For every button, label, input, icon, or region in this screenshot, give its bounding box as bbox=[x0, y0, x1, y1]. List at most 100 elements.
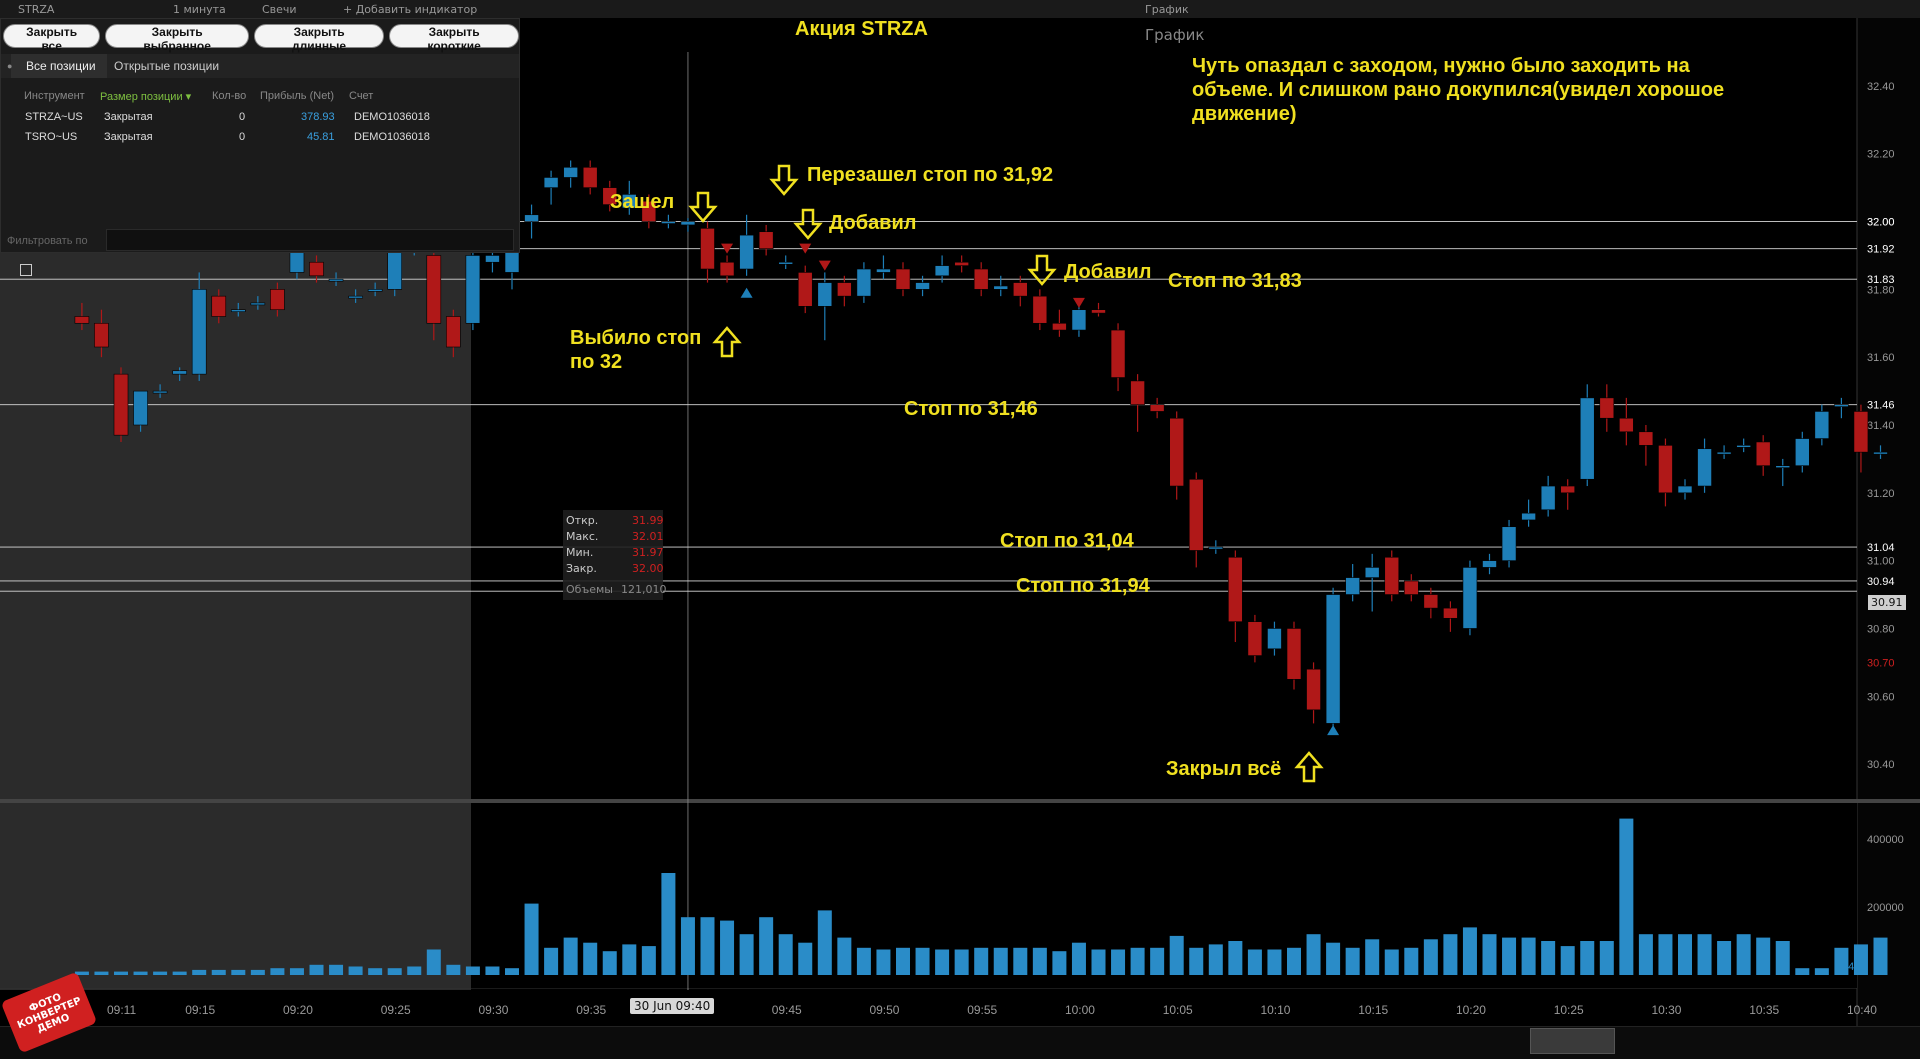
candle-body bbox=[1130, 380, 1145, 405]
candle-body bbox=[524, 214, 539, 222]
volume-bar bbox=[1247, 949, 1262, 975]
ohlc-tooltip: Откр. 31.99 Макс. 32.01 Мин. 31.97 Закр.… bbox=[563, 510, 667, 600]
candle-body bbox=[1071, 309, 1087, 331]
candle-body bbox=[1384, 556, 1400, 595]
candle-body bbox=[465, 255, 481, 324]
ohlc-open-value: 31.99 bbox=[632, 514, 664, 527]
annotation-stopped-out: Выбило стоп по 32 bbox=[570, 327, 702, 373]
time-tick-label: 10:00 bbox=[1065, 1003, 1095, 1017]
row-instrument: TSRO~US bbox=[25, 131, 78, 143]
level-label: 30.94 bbox=[1867, 576, 1895, 588]
candle-body bbox=[1169, 417, 1184, 487]
col-account[interactable]: Счет bbox=[349, 90, 374, 102]
volume-bar bbox=[309, 964, 324, 975]
chart-scrollbar[interactable] bbox=[0, 1026, 1920, 1059]
candle-body bbox=[152, 390, 168, 394]
annotation-stop-3104: Стоп по 31,04 bbox=[1000, 530, 1134, 552]
volume-bar bbox=[602, 951, 617, 975]
candle-body bbox=[1540, 485, 1556, 511]
candle-body bbox=[1208, 546, 1224, 550]
volume-bar bbox=[505, 968, 519, 975]
panel-pin-icon[interactable]: ● bbox=[7, 61, 13, 71]
row-status: Закрытая bbox=[104, 131, 153, 143]
tab-open-positions[interactable]: Открытые позиции bbox=[114, 59, 220, 73]
volume-bar bbox=[1443, 934, 1458, 975]
volume-bar bbox=[465, 966, 480, 975]
time-tick-label: 09:30 bbox=[478, 1003, 508, 1017]
candle-body bbox=[973, 268, 989, 290]
volume-bar bbox=[954, 949, 969, 975]
candle-body bbox=[1482, 560, 1497, 568]
add-indicator-button[interactable]: + Добавить индикатор bbox=[343, 3, 478, 16]
scrollbar-thumb[interactable] bbox=[1530, 1028, 1615, 1054]
chart-style-selector[interactable]: Свечи bbox=[262, 3, 297, 16]
volume-pre-market-shade bbox=[0, 803, 471, 988]
close-long-button[interactable]: Закрыть длинные bbox=[253, 24, 385, 53]
time-tick-label: 10:05 bbox=[1163, 1003, 1193, 1017]
candle-body bbox=[1188, 478, 1204, 551]
symbol-selector[interactable]: STRZA bbox=[18, 3, 55, 16]
volume-bar bbox=[1873, 937, 1888, 975]
candle-body bbox=[1423, 594, 1439, 609]
tab-all-positions[interactable]: Все позиции bbox=[11, 54, 107, 78]
volume-bar bbox=[1228, 941, 1243, 975]
volume-bar bbox=[1756, 937, 1771, 975]
volume-bar bbox=[1091, 949, 1106, 975]
candle-body bbox=[270, 289, 285, 311]
candle-body bbox=[211, 295, 227, 317]
ohlc-close-value: 32.00 bbox=[632, 562, 664, 575]
candle-body bbox=[250, 302, 266, 306]
filter-input[interactable] bbox=[106, 229, 514, 251]
volume-bar bbox=[1384, 949, 1399, 975]
volume-bar bbox=[172, 971, 187, 975]
candle-body bbox=[934, 265, 950, 277]
candle-body bbox=[1736, 445, 1751, 448]
time-tick-label: 10:10 bbox=[1260, 1003, 1290, 1017]
col-instrument[interactable]: Инструмент bbox=[24, 90, 85, 102]
volume-bar bbox=[289, 968, 304, 975]
volume-bar bbox=[1560, 946, 1575, 975]
volume-bar bbox=[211, 969, 226, 975]
volume-bar bbox=[1638, 934, 1653, 975]
volume-bar bbox=[935, 949, 950, 975]
row-account: DEMO1036018 bbox=[354, 111, 430, 123]
arrow-down-icon bbox=[688, 191, 718, 223]
col-profit[interactable]: Прибыль (Net) bbox=[260, 90, 335, 102]
annotation-reentered: Перезашел стоп по 31,92 bbox=[807, 164, 1054, 186]
volume-tick-label: 200000 bbox=[1867, 902, 1904, 914]
candle-body bbox=[1638, 431, 1654, 446]
volume-bar bbox=[1267, 949, 1282, 975]
ohlc-volume-value: 121,010 bbox=[621, 583, 667, 596]
buy-marker bbox=[1327, 725, 1340, 736]
volume-bar bbox=[759, 917, 774, 975]
close-all-button[interactable]: Закрыть все bbox=[3, 24, 101, 53]
price-tick-label: 31.00 bbox=[1867, 556, 1895, 568]
candle-body bbox=[1755, 441, 1771, 466]
arrow-down-icon bbox=[793, 208, 823, 240]
close-short-button[interactable]: Закрыть короткие bbox=[389, 24, 519, 53]
table-row[interactable]: STRZA~US Закрытая 0 378.93 DEMO1036018 bbox=[1, 108, 519, 126]
price-axis-background bbox=[1857, 18, 1920, 1026]
candle-body bbox=[1306, 668, 1321, 711]
price-tick-label: 32.00 bbox=[1867, 217, 1895, 229]
volume-bar bbox=[1678, 934, 1692, 975]
candle-body bbox=[661, 221, 676, 224]
annotation-entered: Зашел bbox=[610, 191, 675, 213]
close-selected-button[interactable]: Закрыть выбранное bbox=[105, 24, 249, 53]
time-tick-label: 09:25 bbox=[381, 1003, 411, 1017]
drawing-tool-icon[interactable] bbox=[20, 264, 32, 276]
interval-selector[interactable]: 1 минута bbox=[173, 3, 226, 16]
arrow-up-icon bbox=[1294, 751, 1324, 783]
annotation-stop-3094: Стоп по 31,94 bbox=[1016, 575, 1150, 597]
table-row[interactable]: TSRO~US Закрытая 0 45.81 DEMO1036018 bbox=[1, 128, 519, 146]
col-qty[interactable]: Кол-во bbox=[212, 90, 247, 102]
candle-body bbox=[719, 261, 735, 277]
annotation-stop-3183: Стоп по 31,83 bbox=[1168, 270, 1302, 292]
volume-bar bbox=[94, 971, 109, 975]
volume-bar bbox=[1619, 818, 1634, 975]
sell-marker bbox=[721, 243, 734, 254]
candle-body bbox=[1521, 512, 1536, 521]
candle-body bbox=[1677, 485, 1693, 494]
annotation-stop-3146: Стоп по 31,46 bbox=[904, 398, 1038, 420]
col-position-size[interactable]: Размер позиции ▾ bbox=[100, 91, 192, 103]
